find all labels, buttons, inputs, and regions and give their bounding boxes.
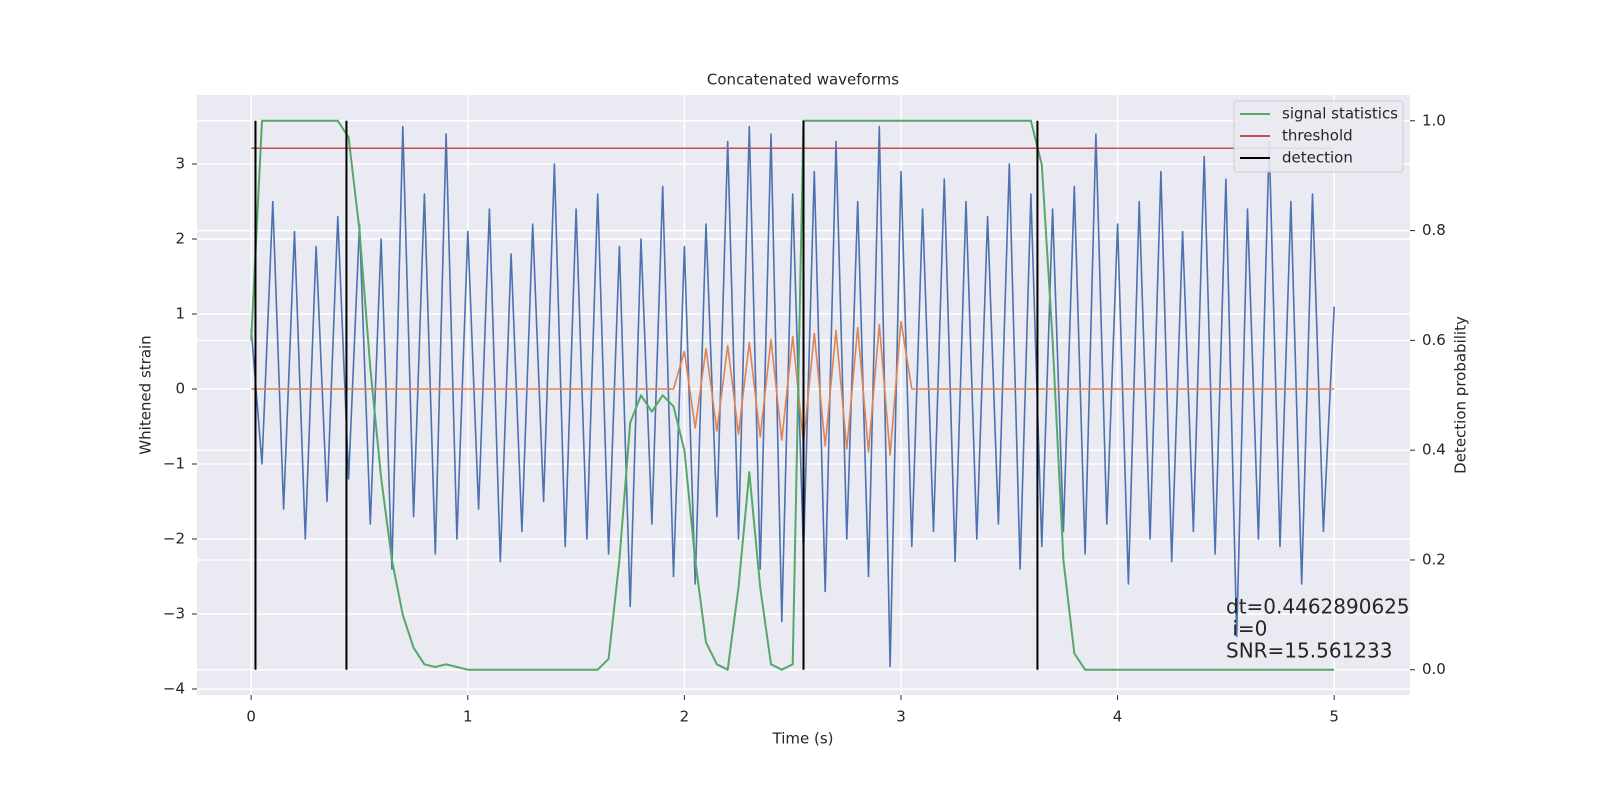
x-axis-label: Time (s) bbox=[772, 730, 834, 748]
data-line bbox=[250, 125, 1335, 668]
y-tick-label: 0 bbox=[175, 380, 185, 398]
data-line bbox=[251, 320, 1335, 456]
y-tick-label: 1 bbox=[175, 305, 185, 323]
data-line bbox=[250, 119, 1335, 671]
chart-title: Concatenated waveforms bbox=[707, 71, 899, 89]
legend-label: threshold bbox=[1282, 127, 1353, 145]
y2-tick-label: 0.4 bbox=[1422, 441, 1446, 459]
y2-tick-label: 0.0 bbox=[1422, 660, 1446, 678]
legend: signal statistics threshold detection bbox=[1233, 100, 1404, 173]
annotation: dt=0.4462890625 bbox=[1226, 595, 1410, 619]
y-tick-label: −2 bbox=[163, 530, 185, 548]
annotation: SNR=15.561233 bbox=[1226, 639, 1392, 663]
x-tick-label: 2 bbox=[680, 708, 690, 726]
y-axis-label: Whitened strain bbox=[137, 335, 155, 454]
y2-tick-label: 0.8 bbox=[1422, 221, 1446, 239]
y2-axis-label: Detection probability bbox=[1452, 316, 1470, 474]
y2-tick-label: 0.2 bbox=[1422, 550, 1446, 568]
x-tick-label: 3 bbox=[896, 708, 906, 726]
y2-tick-label: 0.6 bbox=[1422, 331, 1446, 349]
x-tick-label: 1 bbox=[463, 708, 473, 726]
x-tick-label: 5 bbox=[1329, 708, 1339, 726]
y-tick-label: −4 bbox=[163, 680, 185, 698]
y-tick-label: 2 bbox=[175, 230, 185, 248]
y-tick-label: −1 bbox=[163, 455, 185, 473]
x-tick-label: 0 bbox=[246, 708, 256, 726]
legend-label: signal statistics bbox=[1282, 105, 1398, 123]
annotation: i=0 bbox=[1226, 617, 1267, 641]
y2-tick-label: 1.0 bbox=[1422, 111, 1446, 129]
y-tick-label: 3 bbox=[175, 155, 185, 173]
x-tick-label: 4 bbox=[1113, 708, 1123, 726]
y-tick-label: −3 bbox=[163, 605, 185, 623]
legend-box bbox=[1233, 100, 1404, 173]
legend-label: detection bbox=[1282, 149, 1353, 167]
